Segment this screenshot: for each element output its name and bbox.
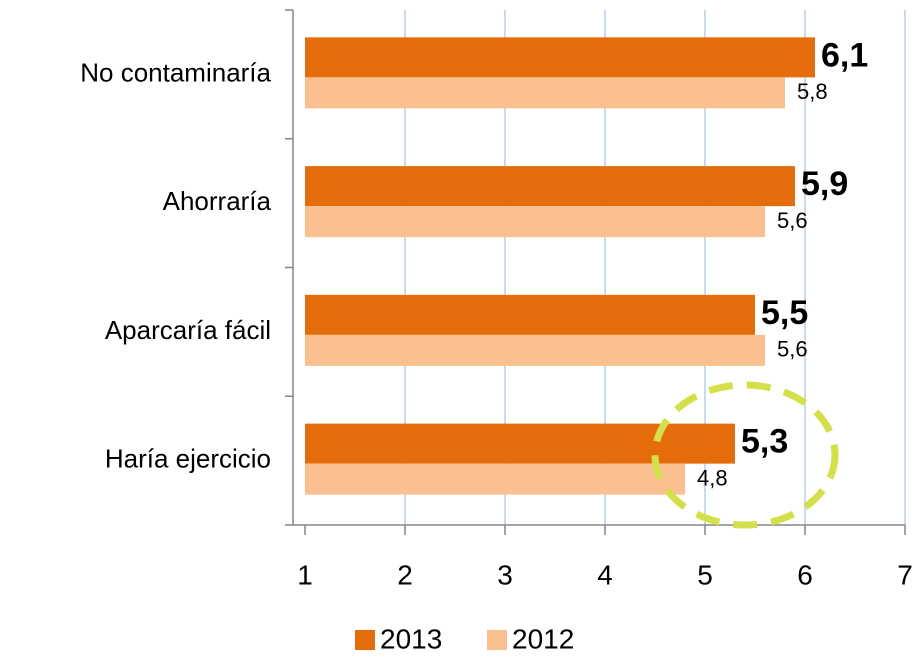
legend-label: 2013 <box>380 623 442 654</box>
bar <box>305 463 685 495</box>
x-tick-label: 3 <box>497 559 513 590</box>
data-label: 5,5 <box>761 294 808 332</box>
y-tick-label: Aparcaría fácil <box>105 315 271 345</box>
data-label: 6,1 <box>821 36 868 74</box>
bar <box>305 166 795 207</box>
bar <box>305 77 785 109</box>
legend-label: 2012 <box>512 623 574 654</box>
x-tick-label: 6 <box>797 559 813 590</box>
x-tick-label: 4 <box>597 559 613 590</box>
highlight-ellipse <box>651 381 839 529</box>
bar <box>305 206 765 238</box>
legend-swatch <box>487 630 507 650</box>
bar <box>305 334 765 366</box>
y-tick-label: Ahorraría <box>163 186 272 216</box>
x-tick-label: 1 <box>297 559 313 590</box>
data-label: 5,6 <box>777 337 808 362</box>
data-label: 5,9 <box>801 165 848 203</box>
bar <box>305 294 755 335</box>
x-tick-label: 5 <box>697 559 713 590</box>
bar <box>305 37 815 78</box>
data-label: 5,6 <box>777 208 808 233</box>
legend-swatch <box>355 630 375 650</box>
x-tick-label: 7 <box>897 559 913 590</box>
data-label: 5,3 <box>741 423 788 461</box>
y-tick-label: No contaminaría <box>80 57 271 87</box>
data-label: 5,8 <box>797 79 828 104</box>
y-tick-label: Haría ejercicio <box>105 444 271 474</box>
data-label: 4,8 <box>697 465 728 490</box>
x-tick-label: 2 <box>397 559 413 590</box>
bar <box>305 423 735 464</box>
